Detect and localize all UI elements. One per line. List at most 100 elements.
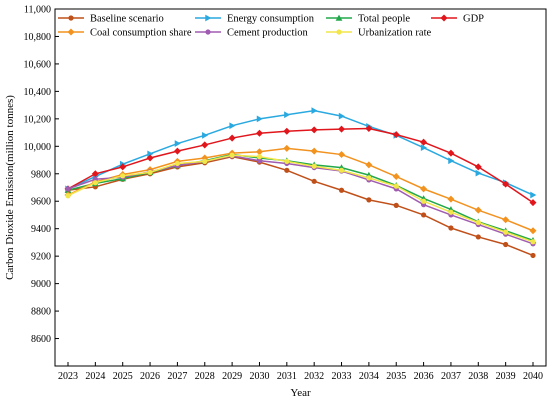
data-point <box>119 163 127 171</box>
series-line <box>67 127 534 204</box>
data-point <box>447 195 455 203</box>
x-tick-label: 2040 <box>523 371 543 382</box>
data-point <box>448 209 454 215</box>
data-point <box>474 206 482 214</box>
legend-marker <box>336 29 342 35</box>
data-point <box>201 141 209 149</box>
series-line <box>67 154 534 243</box>
x-tick-label: 2037 <box>441 371 461 382</box>
data-point <box>146 154 154 162</box>
data-point <box>529 199 537 207</box>
legend-item: Cement production <box>195 28 309 39</box>
x-tick-label: 2029 <box>222 371 242 382</box>
legend-item: Baseline scenario <box>58 14 164 25</box>
y-tick-label: 10,400 <box>24 87 52 98</box>
legend-label: Coal consumption share <box>90 28 192 39</box>
x-tick-label: 2034 <box>359 371 379 382</box>
y-axis: 8600 8800 9000 9200 9400 9600 9800 10,000 10,200… <box>24 5 59 345</box>
legend-item: Energy consumption <box>195 14 315 25</box>
x-tick-label: 2027 <box>167 371 187 382</box>
data-point <box>120 173 126 179</box>
data-point <box>503 241 509 248</box>
data-point <box>338 112 345 120</box>
legend-marker <box>68 15 74 21</box>
data-point <box>283 127 291 135</box>
y-tick-label: 9000 <box>31 279 51 290</box>
y-tick-label: 8800 <box>31 307 51 318</box>
data-point <box>255 129 263 137</box>
data-point <box>338 167 345 173</box>
data-point <box>530 252 536 259</box>
data-point <box>284 158 290 165</box>
data-point <box>392 173 400 181</box>
y-tick-label: 9400 <box>31 224 51 235</box>
data-point <box>475 169 482 177</box>
legend-marker <box>440 14 448 22</box>
data-point <box>392 131 400 139</box>
data-point <box>503 229 509 235</box>
legend-label: Cement production <box>227 28 309 39</box>
legend-label: Baseline scenario <box>90 14 164 25</box>
y-tick-label: 10,800 <box>24 32 52 43</box>
series-line <box>67 153 534 242</box>
x-tick-label: 2033 <box>332 371 352 382</box>
data-point <box>229 122 236 130</box>
x-axis: 2023 2024 2025 2026 2027 2028 2029 2030 2031 2032… <box>58 362 543 382</box>
plot-border <box>54 8 547 367</box>
x-tick-label: 2030 <box>249 371 269 382</box>
y-tick-label: 9600 <box>31 197 51 208</box>
legend: Baseline scenario Energy consumption Total… <box>58 14 484 39</box>
x-tick-label: 2028 <box>195 371 215 382</box>
data-point <box>310 126 318 134</box>
x-tick-label: 2031 <box>277 371 297 382</box>
y-tick-label: 11,000 <box>24 5 51 16</box>
legend-item: Coal consumption share <box>58 28 192 39</box>
x-tick-label: 2026 <box>140 371 160 382</box>
legend-label: Urbanization rate <box>358 28 432 39</box>
data-point <box>448 157 455 165</box>
x-tick-label: 2023 <box>58 371 78 382</box>
data-point <box>284 167 290 173</box>
data-point <box>229 152 235 158</box>
y-tick-label: 9800 <box>31 169 51 180</box>
data-point <box>65 186 71 192</box>
data-point <box>311 107 318 114</box>
data-point <box>420 212 427 218</box>
data-point <box>420 198 427 204</box>
data-point <box>311 178 317 184</box>
data-point <box>255 148 263 156</box>
data-point <box>228 134 236 142</box>
data-point <box>393 202 399 208</box>
data-point <box>147 150 154 158</box>
data-point <box>475 234 481 240</box>
series-line <box>67 109 534 196</box>
data-point <box>530 239 536 245</box>
plot-area <box>54 8 547 367</box>
series-layer <box>64 107 537 259</box>
data-point <box>338 151 346 159</box>
data-point <box>65 193 71 199</box>
x-tick-label: 2038 <box>468 371 488 382</box>
legend-marker <box>205 14 212 22</box>
series-line <box>67 155 534 257</box>
data-point <box>310 147 318 155</box>
legend-label: GDP <box>463 14 484 25</box>
data-point <box>502 216 510 224</box>
data-point <box>365 124 373 132</box>
legend-item: GDP <box>431 14 484 25</box>
y-tick-label: 9200 <box>31 252 51 263</box>
data-point <box>393 183 399 189</box>
data-point <box>529 227 537 235</box>
legend-marker <box>205 29 211 35</box>
legend-label: Energy consumption <box>227 14 315 25</box>
legend-marker <box>67 28 75 36</box>
data-point <box>174 160 181 167</box>
data-point <box>448 225 454 231</box>
data-point <box>202 131 209 139</box>
x-tick-label: 2025 <box>113 371 133 382</box>
y-tick-label: 8600 <box>31 334 51 345</box>
data-point <box>311 163 317 169</box>
legend-item: Urbanization rate <box>326 28 432 39</box>
data-point <box>338 125 346 133</box>
